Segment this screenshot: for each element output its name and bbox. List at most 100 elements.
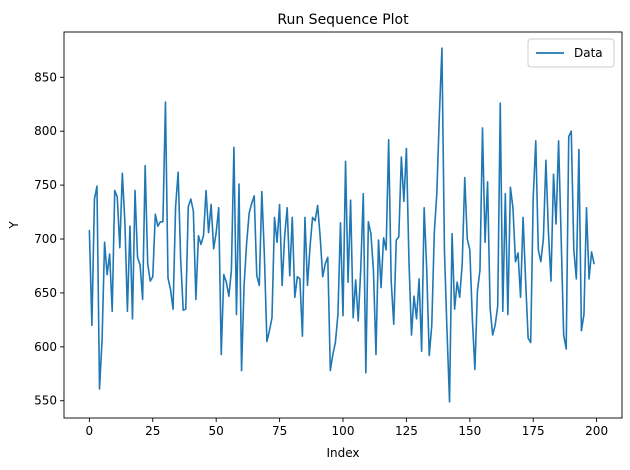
plot-frame: [63, 31, 623, 419]
data-point: [350, 199, 352, 201]
data-point: [405, 147, 408, 150]
data-point: [403, 200, 405, 202]
data-point: [573, 249, 575, 251]
data-point: [426, 268, 428, 270]
data-point: [423, 207, 425, 209]
data-point: [583, 313, 585, 316]
data-point: [202, 235, 205, 237]
data-point: [152, 276, 154, 278]
data-point: [352, 317, 354, 319]
data-point: [240, 369, 243, 372]
data-point: [319, 236, 321, 238]
data-point: [235, 313, 238, 316]
data-point: [223, 273, 225, 276]
data-point: [106, 273, 108, 276]
data-point: [530, 341, 532, 344]
data-point: [466, 238, 468, 240]
data-point: [251, 202, 253, 205]
data-point: [481, 127, 484, 129]
x-tick-label: 75: [272, 424, 287, 438]
data-point: [180, 258, 182, 261]
data-point: [286, 207, 288, 209]
data-point: [175, 206, 177, 208]
data-point: [593, 263, 595, 265]
data-point: [362, 193, 364, 195]
data-point: [256, 275, 258, 277]
data-point: [486, 181, 489, 183]
data-point: [218, 207, 220, 209]
data-point: [215, 231, 217, 234]
data-point: [418, 278, 420, 280]
x-tick-label: 200: [585, 424, 608, 438]
data-point: [385, 249, 387, 251]
data-point: [512, 207, 514, 209]
data-point: [527, 337, 529, 339]
data-point: [322, 276, 324, 278]
data-point: [289, 275, 291, 277]
data-point: [273, 216, 276, 219]
x-tick-label: 150: [458, 424, 481, 438]
y-tick-label: 650: [34, 286, 57, 300]
axis-ticks: 0 25 50 75 100 125 150 175 200 550 600 650 700 750 800…: [34, 70, 608, 438]
data-point: [540, 261, 542, 263]
data-point: [355, 279, 357, 281]
data-point: [91, 324, 93, 326]
data-point: [474, 368, 476, 371]
data-point: [332, 353, 334, 355]
data-point: [360, 268, 362, 270]
x-tick-label: 50: [209, 424, 224, 438]
data-point: [504, 193, 506, 195]
data-point: [393, 323, 395, 325]
data-point: [431, 324, 433, 326]
data-point: [157, 225, 159, 227]
data-point: [154, 213, 156, 215]
data-point: [253, 195, 255, 197]
data-point: [388, 139, 390, 141]
data-point: [382, 237, 385, 239]
y-tick-label: 850: [34, 70, 57, 84]
data-point: [585, 207, 588, 209]
data-point: [124, 221, 126, 223]
data-point: [129, 225, 131, 227]
data-point: [532, 196, 534, 198]
data-point: [294, 296, 296, 298]
data-point: [284, 235, 286, 237]
data-point: [309, 245, 311, 248]
data-point: [552, 173, 555, 175]
data-point: [565, 348, 567, 350]
data-point: [484, 241, 486, 243]
data-point: [238, 183, 240, 185]
data-point: [380, 286, 382, 289]
data-point: [147, 263, 149, 265]
data-point: [182, 309, 184, 311]
data-point: [271, 317, 273, 319]
data-point: [278, 203, 281, 206]
data-point: [144, 165, 146, 167]
data-point: [464, 176, 466, 179]
data-point: [456, 281, 458, 283]
data-point: [395, 239, 397, 241]
data-point: [134, 189, 136, 192]
data-point: [142, 298, 144, 300]
data-point: [451, 233, 453, 235]
data-point: [400, 156, 402, 158]
data-point: [428, 354, 430, 357]
data-point: [276, 241, 278, 243]
data-point: [116, 196, 118, 198]
data-point: [164, 101, 167, 103]
y-tick-label: 750: [34, 178, 57, 192]
data-point: [248, 212, 250, 214]
data-point: [149, 280, 151, 282]
data-point: [296, 276, 298, 278]
data-point: [317, 204, 319, 207]
data-point: [578, 148, 580, 151]
data-point: [357, 320, 359, 322]
data-point: [568, 135, 570, 138]
data-point: [213, 248, 215, 250]
data-point: [304, 216, 306, 219]
data-point: [537, 249, 539, 251]
data-point: [195, 298, 197, 300]
data-point: [436, 192, 438, 194]
legend: Data: [527, 38, 615, 68]
data-point: [210, 203, 212, 206]
